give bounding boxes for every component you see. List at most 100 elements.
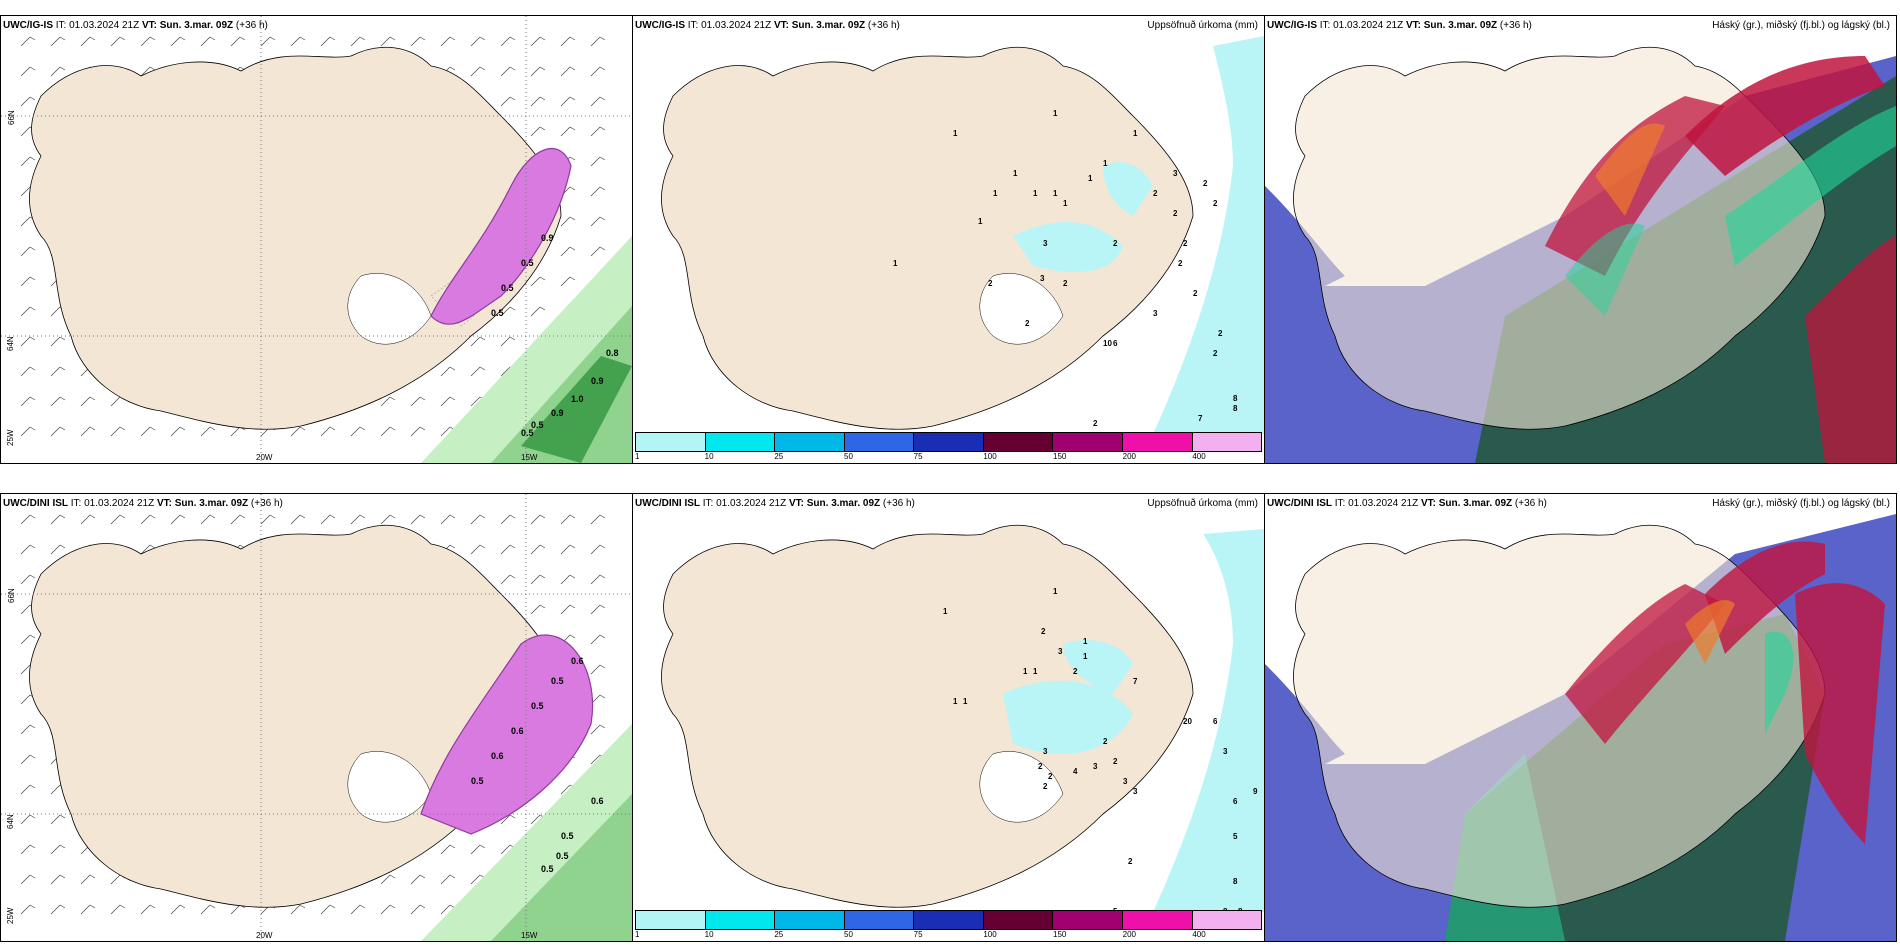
wind-barb [560, 544, 571, 555]
wind-barb-flag [59, 396, 66, 401]
wind-barb-flag [599, 544, 606, 549]
wind-barb [410, 36, 421, 47]
wind-barb [50, 66, 61, 77]
wind-barb [20, 96, 31, 107]
colorbar-tick-label: 50 [844, 452, 853, 461]
colorbar-tick-label: 200 [1122, 930, 1137, 939]
precip-value: 10 [1103, 339, 1112, 348]
wind-barb-flag [89, 874, 96, 879]
colorbar-segment [775, 911, 845, 929]
wind-barb-flag [539, 574, 546, 579]
wind-barb [560, 514, 571, 525]
precip-value: 2 [1103, 737, 1108, 746]
wind-barb [50, 904, 61, 915]
precip-value: 6 [1213, 717, 1218, 726]
precip-value: 2 [1153, 189, 1158, 198]
snow-labels: 0.50.60.50.50.50.60.60.50.50.6 [471, 656, 604, 874]
lead-time: (+36 h) [1499, 20, 1532, 31]
wind-barb [320, 514, 331, 525]
precip-value: 3 [1058, 647, 1063, 656]
wind-barb-flag [29, 784, 36, 789]
wind-barb [80, 396, 91, 407]
wind-barb-flag [59, 874, 66, 879]
wind-barb-flag [599, 66, 606, 71]
wind-snow-map: 0.80.91.00.90.50.50.50.50.50.9 20W 15W 6… [1, 16, 632, 463]
wind-barb-flag [269, 36, 276, 41]
colorbar-segment [1122, 911, 1193, 929]
model-name: UWC/IG-IS [1267, 20, 1317, 31]
panel-title: Uppsöfnuð úrkoma (mm) [1147, 498, 1258, 509]
wind-barb-flag [479, 36, 486, 41]
wind-barb [50, 844, 61, 855]
wind-barb [140, 904, 151, 915]
wind-barb-flag [419, 874, 426, 879]
wind-barb [50, 426, 61, 437]
precip-value: 2 [1213, 199, 1218, 208]
wind-barb-flag [29, 246, 36, 251]
wind-barb-flag [59, 426, 66, 431]
wind-barb [170, 514, 181, 525]
map-panel-wind-snow-top: UWC/IG-IS IT: 01.03.2024 21Z VT: Sun. 3.… [0, 15, 633, 464]
wind-barb [380, 36, 391, 47]
wind-barb-flag [599, 514, 606, 519]
wind-barb [560, 96, 571, 107]
wind-barb [410, 514, 421, 525]
colorbar-tick-label: 50 [844, 930, 853, 939]
wind-barb [470, 366, 481, 377]
wind-barb-flag [479, 544, 486, 549]
precip-value: 1 [953, 129, 958, 138]
wind-barb-flag [599, 126, 606, 131]
wind-barb-flag [449, 844, 456, 849]
wind-barb-flag [569, 96, 576, 101]
lat-label-66n: 66N [7, 588, 16, 603]
wind-barb [50, 814, 61, 825]
wind-barb-flag [599, 156, 606, 161]
snow-value: 0.5 [471, 776, 484, 786]
wind-barb-flag [479, 514, 486, 519]
wind-barb [50, 336, 61, 347]
precip-value: 3 [1123, 777, 1128, 786]
wind-barb-flag [569, 66, 576, 71]
wind-barb-flag [539, 36, 546, 41]
wind-barb [440, 514, 451, 525]
wind-barb [20, 634, 31, 645]
precip-colorbar [635, 910, 1262, 930]
lead-time: (+36 h) [867, 20, 900, 31]
wind-barb [590, 156, 601, 167]
model-name: UWC/DINI ISL [635, 498, 700, 509]
snow-value: 0.8 [606, 348, 619, 358]
wind-barb-flag [29, 514, 36, 519]
wind-barb [20, 694, 31, 705]
wind-barb [170, 904, 181, 915]
map-panel-clouds-top: UWC/IG-IS IT: 01.03.2024 21Z VT: Sun. 3.… [1264, 15, 1897, 464]
wind-barb-flag [119, 904, 126, 909]
wind-barb [140, 66, 151, 77]
wind-barb-flag [389, 514, 396, 519]
valid-time: VT: Sun. 3.mar. 09Z [788, 498, 881, 509]
wind-barb [590, 724, 601, 735]
wind-barb-flag [569, 514, 576, 519]
wind-barb-flag [329, 426, 336, 431]
wind-barb [350, 426, 361, 437]
wind-barb-flag [509, 514, 516, 519]
wind-barb [140, 426, 151, 437]
precip-value: 1 [1083, 637, 1088, 646]
wind-barb-flag [509, 544, 516, 549]
wind-barb [500, 36, 511, 47]
wind-barb [590, 36, 601, 47]
wind-barb-flag [539, 514, 546, 519]
wind-barb-flag [509, 66, 516, 71]
snow-value: 0.6 [511, 726, 524, 736]
wind-barb [590, 754, 601, 765]
wind-barb-flag [479, 336, 486, 341]
colorbar-segment [1053, 911, 1123, 929]
colorbar-tick-label: 200 [1122, 452, 1137, 461]
wind-barb-flag [389, 396, 396, 401]
map-panel-wind-snow-bottom: UWC/DINI ISL IT: 01.03.2024 21Z VT: Sun.… [0, 493, 633, 942]
precip-value: 1 [1053, 189, 1058, 198]
wind-barb-flag [359, 514, 366, 519]
precip-value: 8 [1233, 877, 1238, 886]
wind-barb-flag [149, 36, 156, 41]
wind-barb-flag [299, 514, 306, 519]
wind-barb [320, 426, 331, 437]
